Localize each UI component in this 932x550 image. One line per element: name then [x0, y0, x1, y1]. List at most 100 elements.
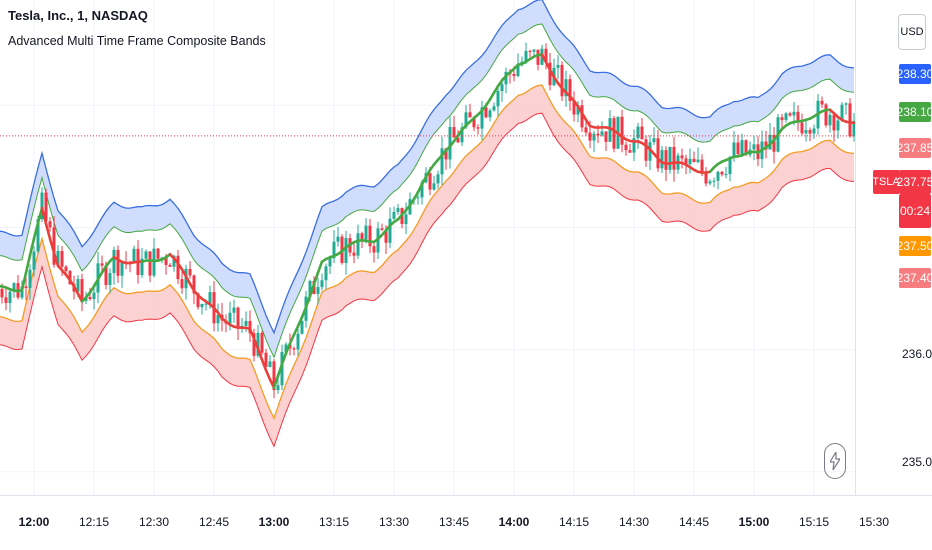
- candle-body: [504, 71, 508, 85]
- candle-body: [148, 251, 152, 276]
- bolt-icon[interactable]: [824, 443, 846, 479]
- candle-body: [592, 133, 596, 141]
- time-axis[interactable]: [0, 495, 932, 550]
- candle-body: [104, 265, 108, 285]
- candle-body: [724, 174, 728, 176]
- time-tick-1515: 15:15: [798, 515, 830, 529]
- candle-body: [284, 344, 288, 352]
- candle-body: [352, 252, 356, 256]
- candle-body: [24, 286, 28, 289]
- candle-body: [580, 105, 584, 128]
- candle-body: [280, 351, 284, 386]
- candle-body: [296, 333, 300, 350]
- mid-line-segment: [580, 111, 588, 122]
- mid-line-segment: [184, 275, 192, 286]
- mid-line-segment: [488, 91, 496, 101]
- candle-body: [268, 361, 272, 367]
- candle-body: [484, 107, 488, 118]
- candle-body: [8, 291, 12, 303]
- price-axis[interactable]: [855, 0, 932, 495]
- candle-body: [32, 251, 36, 270]
- time-tick-1430: 14:30: [618, 515, 650, 529]
- candle-body: [604, 131, 608, 142]
- candle-body: [656, 138, 660, 169]
- candle-body: [112, 249, 116, 274]
- symbol-title[interactable]: Tesla, Inc., 1, NASDAQ: [8, 8, 148, 23]
- candle-body: [64, 266, 68, 272]
- candle-body: [460, 127, 464, 143]
- chart-area[interactable]: Tesla, Inc., 1, NASDAQ Advanced Multi Ti…: [0, 0, 875, 495]
- candle-body: [308, 280, 312, 297]
- time-tick-1345: 13:45: [438, 515, 470, 529]
- candle-body: [364, 225, 368, 240]
- candle-body: [716, 171, 720, 181]
- candle-body: [564, 79, 568, 97]
- candle-body: [140, 258, 144, 276]
- candle-body: [688, 158, 692, 165]
- candle-body: [356, 233, 360, 256]
- candle-body: [456, 137, 460, 143]
- time-tick-1215: 12:15: [78, 515, 110, 529]
- candle-body: [492, 106, 496, 111]
- candle-body: [668, 146, 672, 170]
- mid-line-segment: [188, 282, 196, 292]
- orange-price-tag: 237.50: [897, 236, 932, 256]
- candle-body: [612, 118, 616, 149]
- candle-body: [572, 101, 576, 115]
- mid-line-segment: [540, 53, 548, 64]
- candle-body: [600, 131, 604, 136]
- candle-body: [0, 288, 4, 298]
- mid-line-segment: [284, 342, 292, 355]
- time-tick-1500: 15:00: [738, 515, 770, 529]
- mid-line-segment: [272, 374, 280, 390]
- upper-band-line: [0, 0, 855, 335]
- last-price-tag: 237.75: [897, 170, 932, 194]
- candle-body: [480, 107, 484, 129]
- mid-upper-band-line: [0, 23, 855, 359]
- candle-body: [784, 113, 788, 120]
- candle-body: [248, 320, 252, 334]
- indicator-title[interactable]: Advanced Multi Time Frame Composite Band…: [8, 34, 266, 48]
- candle-body: [396, 208, 400, 212]
- candle-body: [844, 103, 848, 105]
- time-tick-1415: 14:15: [558, 515, 590, 529]
- candle-body: [568, 79, 572, 102]
- candle-body: [576, 105, 580, 115]
- upper-band-fill: [0, 0, 854, 358]
- currency-button[interactable]: USD: [898, 14, 926, 50]
- candle-body: [432, 183, 436, 190]
- candle-body: [156, 248, 160, 259]
- candle-body: [608, 118, 612, 142]
- candle-body: [192, 275, 196, 294]
- candle-body: [704, 171, 708, 184]
- mid-line-segment: [248, 327, 256, 340]
- mid-line-segment: [288, 333, 296, 345]
- candle-body: [80, 279, 84, 301]
- candle-body: [840, 104, 844, 121]
- time-tick-1200: 12:00: [18, 515, 50, 529]
- price-chart[interactable]: [0, 0, 875, 495]
- candle-body: [752, 144, 756, 150]
- mid-line-segment: [308, 282, 316, 298]
- candle-body: [392, 211, 396, 219]
- mid-line-segment: [424, 168, 432, 179]
- candle-body: [536, 49, 540, 65]
- candle-body: [176, 255, 180, 280]
- candle-body: [744, 140, 748, 155]
- candle-body: [68, 271, 72, 285]
- candle-body: [824, 104, 828, 126]
- candle-body: [52, 227, 56, 265]
- candle-body: [596, 133, 600, 136]
- mid-line-segment: [72, 285, 80, 296]
- candle-body: [796, 111, 800, 123]
- candle-body: [420, 182, 424, 198]
- candle-body: [20, 286, 24, 298]
- candle-body: [808, 130, 812, 134]
- candle-body: [108, 273, 112, 285]
- candle-body: [740, 140, 744, 155]
- candle-body: [672, 146, 676, 170]
- time-tick-1445: 14:45: [678, 515, 710, 529]
- mid-line-segment: [76, 292, 84, 303]
- mid-line-segment: [548, 68, 556, 79]
- upper-band-price-tag: 238.30: [897, 64, 932, 84]
